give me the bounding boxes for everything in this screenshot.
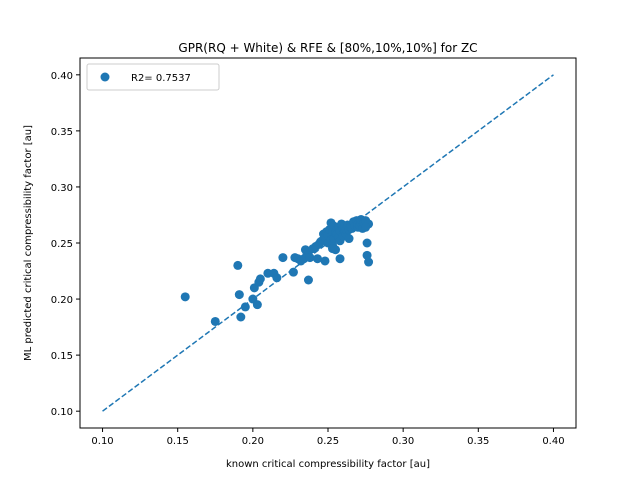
y-tick-label: 0.40 bbox=[51, 71, 73, 82]
x-axis-label: known critical compressibility factor [a… bbox=[226, 459, 430, 470]
y-tick-label: 0.35 bbox=[51, 127, 73, 138]
data-point bbox=[180, 292, 190, 302]
data-point bbox=[240, 302, 250, 312]
legend-box bbox=[86, 63, 220, 91]
y-axis-label: ML predicted critical compressibility fa… bbox=[23, 125, 34, 361]
data-point bbox=[234, 290, 244, 300]
data-point bbox=[328, 244, 338, 254]
data-point bbox=[362, 238, 372, 248]
data-point bbox=[288, 267, 298, 277]
data-point bbox=[255, 274, 265, 284]
x-tick-label: 0.30 bbox=[392, 436, 414, 447]
data-point bbox=[233, 260, 243, 270]
x-tick-label: 0.15 bbox=[167, 436, 189, 447]
data-point bbox=[272, 273, 282, 283]
plot-marks bbox=[102, 74, 554, 412]
legend-marker bbox=[100, 72, 110, 82]
x-axis: 0.10 0.15 0.20 0.25 0.30 0.35 0.40 bbox=[91, 428, 565, 447]
data-point bbox=[278, 253, 288, 263]
data-point bbox=[361, 222, 371, 232]
legend-label: R2= 0.7537 bbox=[131, 73, 191, 84]
x-tick-label: 0.35 bbox=[467, 436, 489, 447]
data-point bbox=[236, 312, 246, 322]
data-point bbox=[335, 254, 345, 264]
data-point bbox=[320, 256, 330, 266]
data-point bbox=[364, 257, 374, 267]
x-tick-label: 0.25 bbox=[317, 436, 339, 447]
data-point bbox=[344, 234, 354, 244]
legend: R2= 0.7537 bbox=[86, 63, 220, 91]
data-point bbox=[312, 254, 322, 264]
x-tick-label: 0.40 bbox=[542, 436, 564, 447]
y-tick-label: 0.25 bbox=[51, 239, 73, 250]
y-tick-label: 0.30 bbox=[51, 183, 73, 194]
x-tick-label: 0.10 bbox=[91, 436, 113, 447]
data-point bbox=[305, 253, 315, 263]
y-tick-label: 0.15 bbox=[51, 351, 73, 362]
data-point bbox=[210, 316, 220, 326]
y-tick-label: 0.10 bbox=[51, 407, 73, 418]
y-tick-label: 0.20 bbox=[51, 295, 73, 306]
x-tick-label: 0.20 bbox=[242, 436, 264, 447]
data-point bbox=[362, 250, 372, 260]
chart-title: GPR(RQ + White) & RFE & [80%,10%,10%] fo… bbox=[178, 41, 477, 55]
data-point bbox=[303, 275, 313, 285]
data-point bbox=[252, 300, 262, 310]
y-axis: 0.10 0.15 0.20 0.25 0.30 0.35 0.40 bbox=[51, 71, 80, 418]
